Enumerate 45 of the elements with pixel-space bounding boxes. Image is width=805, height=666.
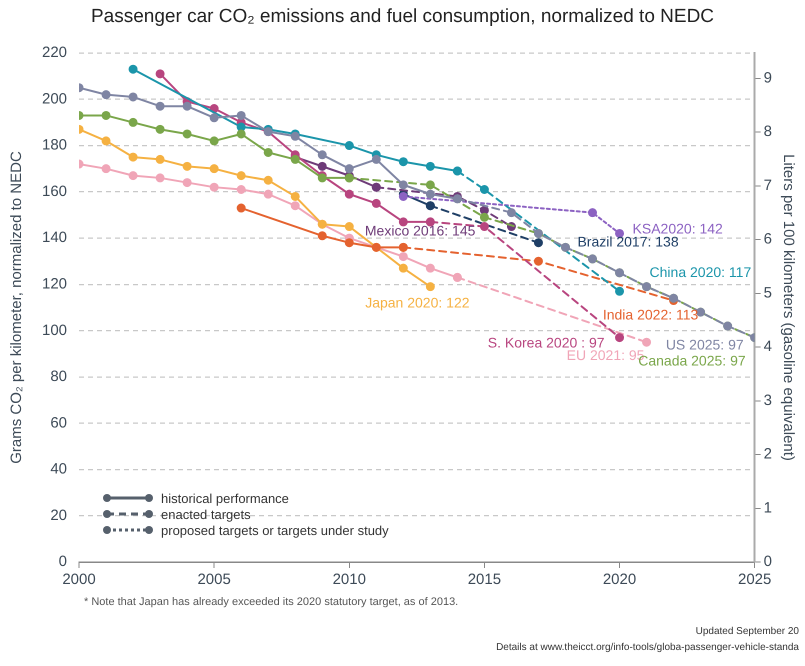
y-tick-label: 120 xyxy=(42,276,68,293)
y-tick-label: 180 xyxy=(42,136,68,154)
annotation: Brazil 2017: 138 xyxy=(577,234,679,250)
annotation: KSA2020: 142 xyxy=(632,220,724,236)
y2-tick-label: 7 xyxy=(764,176,772,194)
chart-title: Passenger car CO₂ emissions and fuel consumption, normalized to NEDC xyxy=(90,6,716,28)
y2-tick-label: 5 xyxy=(764,284,772,302)
x-tick-label: 2000 xyxy=(62,571,96,588)
annotation: S. Korea 2020 : 97 xyxy=(488,334,605,350)
annotation: China 2020: 117 xyxy=(650,264,752,280)
legend-label: historical performance xyxy=(161,490,289,506)
legend-label: proposed targets or targets under study xyxy=(161,522,389,538)
y2-tick-label: 1 xyxy=(764,499,772,516)
legend-label: enacted targets xyxy=(161,506,251,522)
annotation: US 2025: 97 xyxy=(666,336,744,352)
y-tick-label: 140 xyxy=(42,229,68,246)
y-tick-label: 0 xyxy=(58,553,68,570)
y2-tick-label: 0 xyxy=(764,553,772,570)
y-tick-label: 160 xyxy=(42,182,68,200)
annotation: India 2022: 113 xyxy=(602,306,699,322)
y-tick-label: 20 xyxy=(50,506,68,524)
y2-tick-label: 8 xyxy=(764,123,772,140)
text: * Note that Japan has already exceeded its 2020 statutory target, as of 2013. xyxy=(84,596,458,608)
y-tick-label: 200 xyxy=(42,90,68,108)
text: Updated September 20 xyxy=(696,626,799,637)
y2-tick-label: 4 xyxy=(764,338,772,356)
x-tick-label: 2020 xyxy=(602,571,636,588)
y2-axis-title: Liters per 100 kilometers (gasoline equivalent) xyxy=(780,154,797,461)
y-tick-label: 60 xyxy=(50,414,68,432)
y-tick-label: 220 xyxy=(42,44,68,62)
x-tick-label: 2010 xyxy=(332,571,366,588)
x-tick-label: 2005 xyxy=(197,571,231,588)
y-tick-label: 40 xyxy=(50,460,68,478)
y2-tick-label: 2 xyxy=(764,446,772,463)
x-tick-label: 2025 xyxy=(738,571,772,588)
x-tick-label: 2015 xyxy=(468,571,502,588)
y-tick-label: 100 xyxy=(42,322,68,339)
y-axis-title: Grams CO₂ per kilometer, normalized to NEDC xyxy=(8,151,26,464)
y2-tick-label: 6 xyxy=(764,230,772,248)
y2-tick-label: 9 xyxy=(764,69,772,86)
annotation: Japan 2020: 122 xyxy=(365,294,470,311)
text: Details at www.theicct.org/info-tools/globa-passenger-vehicle-standa xyxy=(496,642,799,653)
y-tick-label: 80 xyxy=(50,368,68,386)
y2-tick-label: 3 xyxy=(764,392,772,409)
annotation: Mexico 2016: 145 xyxy=(364,222,476,238)
